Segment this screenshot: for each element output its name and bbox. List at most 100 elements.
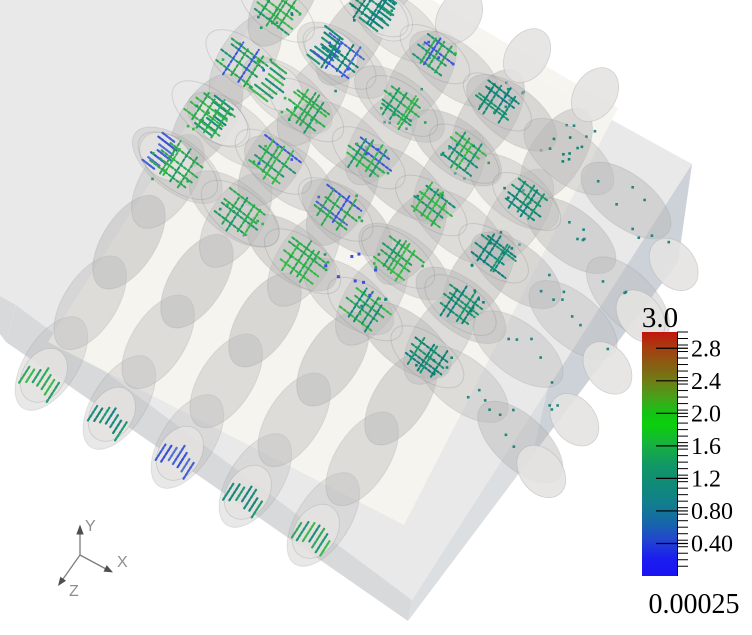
scatter-dot xyxy=(352,18,356,22)
scatter-dot xyxy=(364,152,368,156)
cluster-streak xyxy=(291,236,328,265)
crossover-lens xyxy=(200,179,280,248)
cluster-streak xyxy=(335,198,357,231)
cluster-streak xyxy=(368,148,388,178)
scatter-dot xyxy=(507,337,510,341)
yarn-end-fringe xyxy=(222,481,264,519)
scatter-dot xyxy=(521,91,524,95)
cluster-streak xyxy=(202,99,226,134)
fringe-stripe xyxy=(141,158,156,170)
scatter-dot xyxy=(556,404,559,407)
cluster-streak xyxy=(183,107,221,137)
cluster-streak xyxy=(425,191,445,220)
scatter-dot xyxy=(172,148,176,151)
scatter-dot xyxy=(355,194,358,198)
crossover-lens xyxy=(137,131,218,201)
scatter-dot xyxy=(280,110,284,114)
scatter-dot xyxy=(226,203,229,207)
yarn-segment xyxy=(358,222,450,301)
scatter-dot xyxy=(192,127,195,131)
yarn-segment xyxy=(228,272,302,368)
dot-cluster xyxy=(331,126,406,190)
scatter-dot xyxy=(326,260,330,264)
scatter-dot xyxy=(195,104,199,108)
fringe-stripe xyxy=(290,521,303,539)
scatter-dot xyxy=(376,148,380,151)
fringe-stripe xyxy=(212,114,227,127)
fringe-stripe xyxy=(167,446,178,462)
fringe-stripe xyxy=(301,522,316,543)
fringe-stripe xyxy=(112,418,123,435)
fringe-stripe xyxy=(205,116,223,131)
fringe-stripe xyxy=(158,143,175,156)
yarn-segment xyxy=(415,266,507,345)
colorbar-gradient-bar[interactable] xyxy=(642,332,677,576)
cluster-streak xyxy=(285,108,318,133)
cluster-streak xyxy=(303,101,325,134)
yarn-segment xyxy=(580,161,672,240)
scatter-dot xyxy=(324,264,328,268)
scatter-dot xyxy=(441,151,445,155)
scatter-dot xyxy=(334,89,337,93)
cluster-streak xyxy=(478,92,508,116)
scatter-dot xyxy=(441,194,444,197)
cluster-streak xyxy=(347,287,368,318)
scatter-dot xyxy=(384,297,388,301)
cluster-streak xyxy=(439,286,460,317)
fringe-stripe xyxy=(250,500,264,519)
axis-z-line xyxy=(62,554,81,580)
scatter-dot xyxy=(378,297,382,301)
cluster-streak xyxy=(331,194,351,224)
scatter-dot xyxy=(257,15,260,19)
scatter-dot xyxy=(445,366,449,369)
scatter-dot xyxy=(580,145,584,149)
fringe-stripe xyxy=(311,527,326,549)
scatter-dot xyxy=(477,298,480,301)
cluster-streak xyxy=(396,95,417,126)
scatter-dot xyxy=(416,194,420,198)
scatter-dot xyxy=(423,121,427,124)
cluster-streak xyxy=(482,84,503,115)
fringe-stripe xyxy=(269,67,286,81)
axis-y-arrowhead xyxy=(76,524,84,535)
scatter-dot xyxy=(351,4,355,8)
scatter-dot xyxy=(506,196,510,199)
cluster-streak xyxy=(380,248,412,274)
scatter-dot xyxy=(353,279,357,283)
cluster-streak xyxy=(158,140,182,175)
yarn-segment xyxy=(199,173,273,268)
cluster-streak xyxy=(213,210,247,236)
scatter-dot xyxy=(548,147,552,150)
colorbar-tick-label: 2.4 xyxy=(691,369,721,395)
yarn-segment xyxy=(470,231,562,310)
colorbar-tick-label: 2.0 xyxy=(691,401,721,427)
scatter-dot xyxy=(269,58,273,62)
cluster-streak xyxy=(296,249,315,278)
scatter-dot xyxy=(152,151,155,155)
cluster-streak xyxy=(299,93,321,127)
sparse-dots xyxy=(466,388,516,448)
yarn-segment xyxy=(189,170,280,248)
cluster-streak xyxy=(221,195,241,225)
scatter-dot xyxy=(360,304,363,308)
scatter-dot xyxy=(455,143,459,147)
yarn-segment xyxy=(246,214,338,292)
cluster-streak xyxy=(455,143,474,170)
axis-x-arrowhead xyxy=(103,565,113,573)
scatter-dot xyxy=(257,162,261,165)
scatter-dot xyxy=(568,136,572,139)
yarn-segment xyxy=(305,151,380,247)
dot-cluster xyxy=(200,179,280,248)
scatter-dot xyxy=(512,445,516,448)
scatter-dot xyxy=(565,123,568,127)
cluster-streak xyxy=(386,240,407,271)
scatter-dot xyxy=(637,236,641,240)
cluster-streak xyxy=(283,249,320,278)
cluster-streak xyxy=(360,295,381,325)
scatter-dot xyxy=(252,160,256,164)
fringe-stripe xyxy=(109,414,120,429)
scatter-dot xyxy=(570,315,574,318)
yarn-segment xyxy=(244,135,335,213)
scatter-dot xyxy=(473,289,476,292)
